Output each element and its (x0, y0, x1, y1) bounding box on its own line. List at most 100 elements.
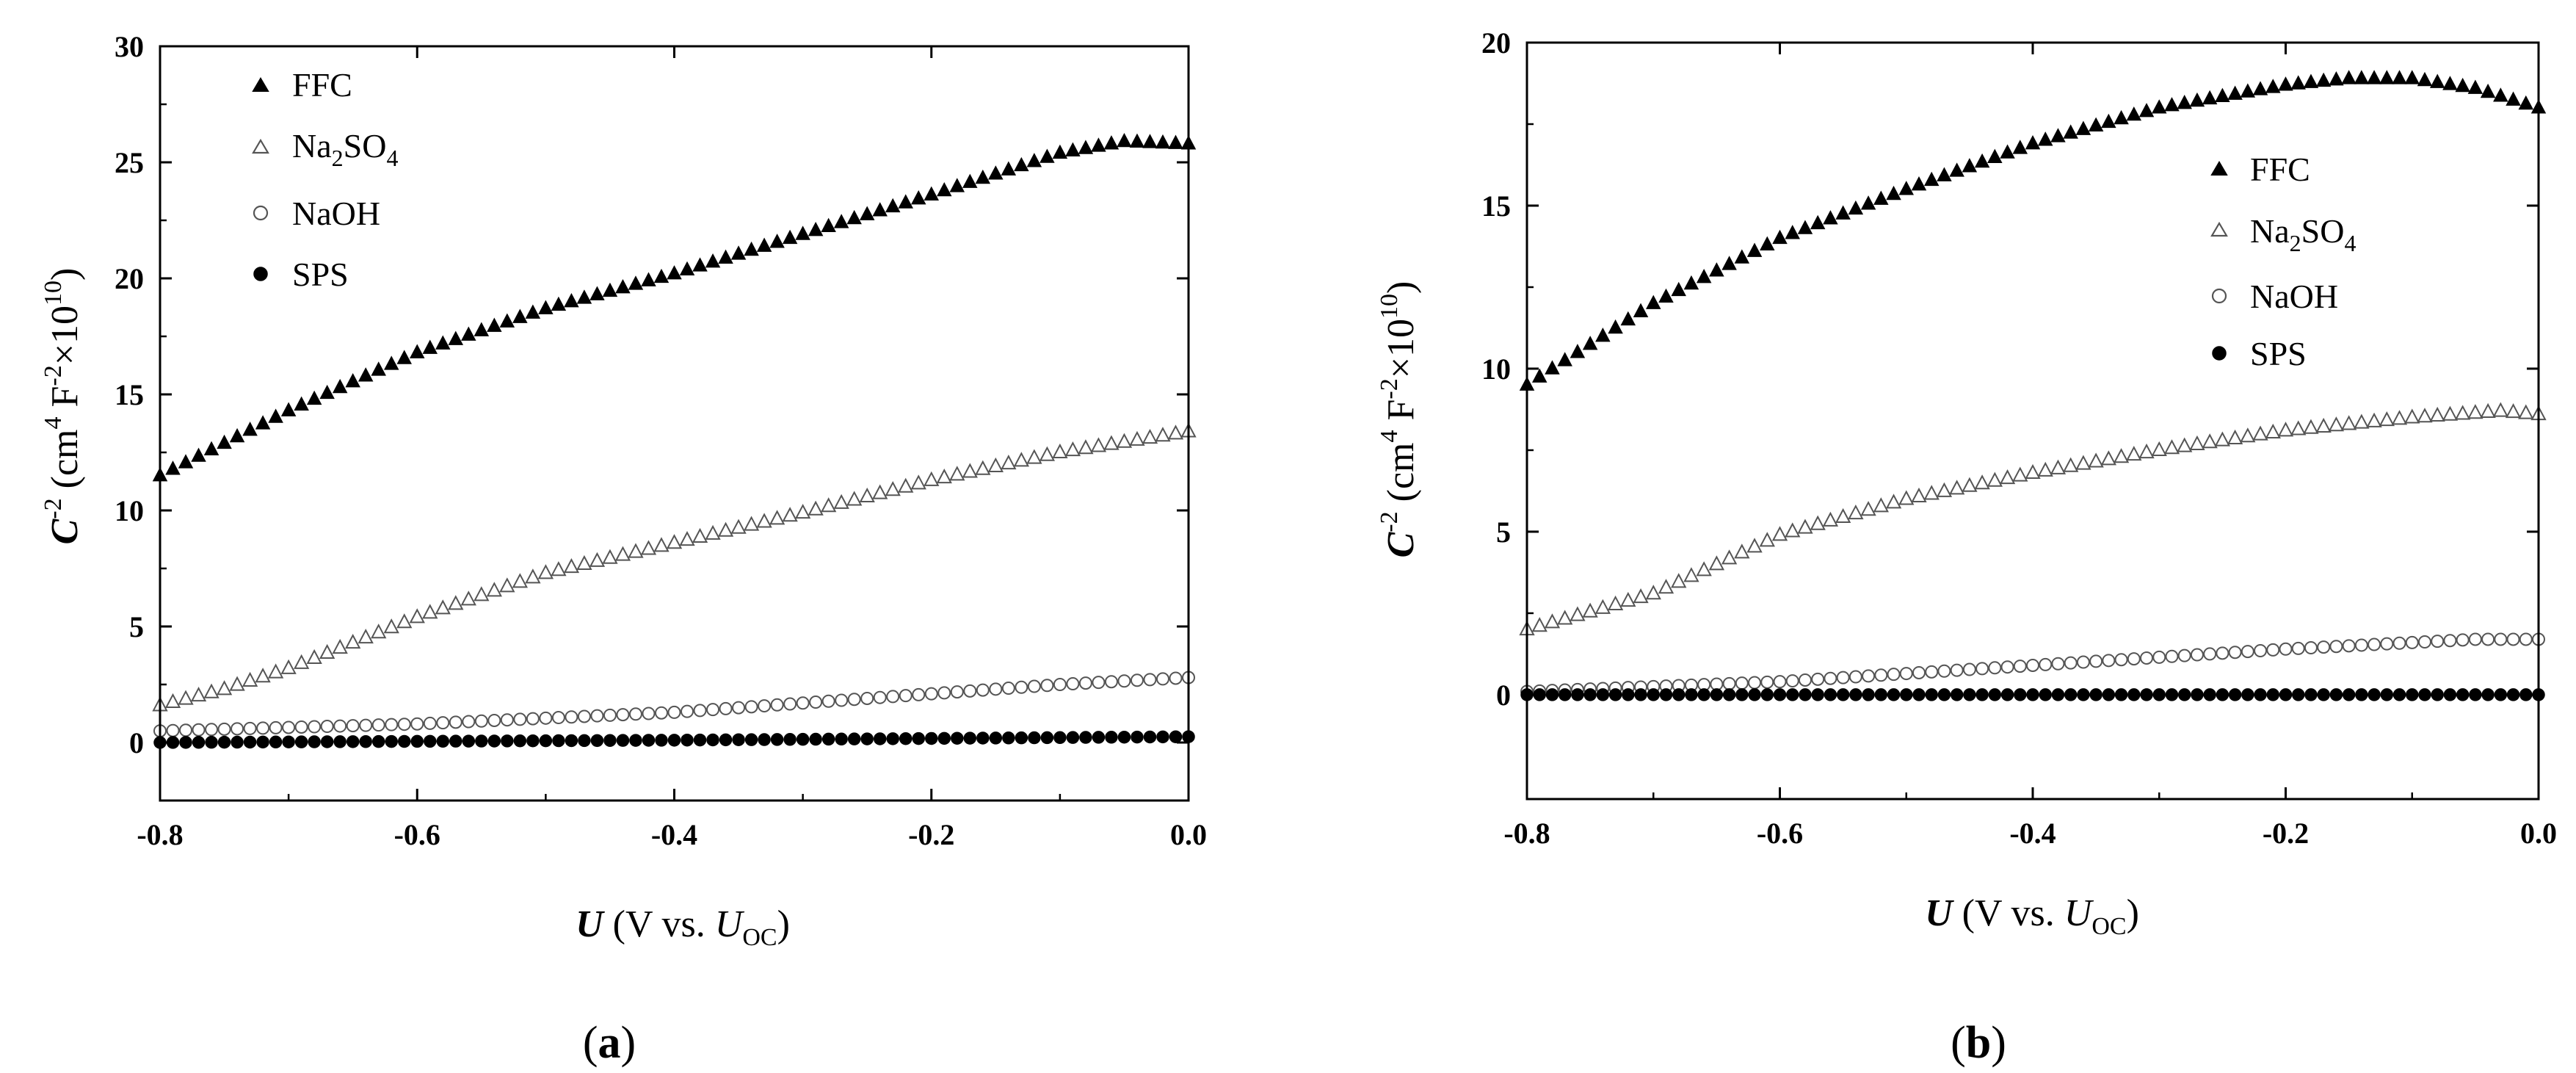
data-point-sps (989, 731, 1003, 745)
data-point-naoh (2102, 654, 2116, 668)
data-point-naoh (423, 716, 437, 730)
plot-marks-a (152, 132, 1197, 749)
data-point-sps (346, 735, 360, 748)
data-point-ffc (2315, 72, 2332, 87)
data-point-sps (821, 732, 835, 746)
y-tick-label: 0 (1496, 679, 1511, 712)
data-point-na2so4 (319, 643, 335, 660)
data-point-sps (2392, 688, 2406, 701)
data-point-na2so4 (1962, 477, 1978, 492)
data-point-naoh (2013, 660, 2027, 673)
data-point-ffc (1709, 262, 1724, 277)
legend-item-na2so4: Na2SO4 (252, 127, 398, 171)
data-point-naoh (565, 710, 578, 724)
data-point-ffc (962, 173, 978, 188)
data-point-na2so4 (1759, 532, 1775, 547)
data-point-sps (2342, 688, 2356, 701)
series-ffc (1519, 70, 2547, 391)
y-axis-title-sup: 10 (1376, 294, 1403, 319)
data-point-sps (1975, 688, 1989, 701)
legend-label-na2so4: Na2SO4 (292, 127, 398, 171)
data-point-naoh (2064, 656, 2078, 670)
data-point-sps (2140, 688, 2153, 701)
data-point-naoh (1811, 672, 1825, 686)
data-point-sps (436, 734, 450, 748)
data-point-na2so4 (679, 530, 695, 546)
legend-marker-naoh (253, 205, 269, 221)
data-point-sps (192, 736, 206, 749)
data-point-sps (397, 734, 411, 748)
data-point-naoh (577, 709, 591, 723)
data-point-naoh (2216, 646, 2229, 660)
data-point-sps (2317, 688, 2330, 701)
data-point-na2so4 (422, 604, 438, 619)
data-point-sps (410, 734, 424, 748)
legend-item-ffc: FFC (2210, 151, 2310, 188)
data-point-sps (2177, 688, 2191, 701)
data-point-na2so4 (525, 568, 541, 584)
data-point-naoh (628, 707, 642, 721)
data-point-na2so4 (2100, 450, 2117, 466)
data-point-ffc (1155, 134, 1171, 149)
data-point-sps (385, 734, 398, 748)
data-point-naoh (912, 687, 926, 701)
data-point-na2so4 (1090, 437, 1107, 452)
data-point-na2so4 (820, 497, 837, 513)
data-point-sps (1785, 688, 1799, 701)
data-point-na2so4 (987, 457, 1004, 472)
x-tick-label: 0.0 (1170, 818, 1207, 851)
legend-b: FFC Na2SO4 NaOH SPS (2210, 151, 2356, 372)
data-point-naoh (2026, 658, 2039, 672)
data-point-na2so4 (1129, 430, 1145, 446)
x-axis-title-a: U (V vs. UOC) (576, 903, 790, 951)
data-point-na2so4 (1531, 617, 1548, 632)
data-point-na2so4 (794, 504, 811, 519)
data-point-na2so4 (975, 460, 991, 475)
data-point-sps (1672, 688, 1686, 701)
data-point-na2so4 (1607, 595, 1624, 610)
series-na2so4 (152, 422, 1197, 712)
data-point-ffc (2480, 83, 2496, 98)
y-tick-label: 20 (115, 262, 144, 295)
data-point-ffc (898, 194, 913, 209)
data-point-na2so4 (1785, 522, 1801, 538)
data-point-ffc (1671, 281, 1686, 297)
data-point-na2so4 (2518, 404, 2534, 419)
data-point-na2so4 (1064, 441, 1081, 457)
data-point-naoh (2494, 632, 2508, 646)
data-point-sps (1647, 688, 1660, 701)
plot-marks-b (1519, 70, 2547, 701)
data-point-ffc (1531, 368, 1548, 383)
data-point-ffc (268, 408, 283, 423)
data-point-na2so4 (589, 552, 606, 567)
data-point-sps (1722, 688, 1736, 701)
data-point-na2so4 (628, 543, 644, 558)
data-point-na2so4 (293, 654, 310, 669)
data-point-ffc (1117, 132, 1132, 148)
data-point-ffc (2215, 87, 2230, 103)
data-point-naoh (1785, 674, 1799, 688)
data-point-na2so4 (885, 481, 901, 496)
y-axis-title-part: ) (44, 268, 86, 281)
data-point-na2so4 (1658, 579, 1675, 594)
y-axis-title-sup: 10 (40, 281, 67, 306)
data-point-ffc (2303, 73, 2319, 88)
data-point-ffc (2202, 90, 2218, 105)
data-point-na2so4 (1103, 435, 1120, 450)
data-point-na2so4 (1671, 573, 1687, 588)
axis-ticks-b: -0.8 -0.6 -0.4 -0.2 0.0 0 5 10 15 20 (1481, 26, 2557, 850)
data-point-na2so4 (448, 595, 464, 610)
data-point-sps (2406, 688, 2419, 701)
data-point-ffc (615, 279, 631, 294)
data-point-naoh (2456, 633, 2470, 647)
data-point-naoh (371, 718, 385, 732)
data-point-naoh (2089, 654, 2103, 668)
data-point-ffc (1545, 360, 1560, 375)
data-point-ffc (975, 169, 991, 184)
y-axis-title-sup: -2 (1376, 511, 1403, 532)
data-point-ffc (1949, 162, 1964, 177)
data-point-ffc (1026, 153, 1042, 167)
data-point-ffc (924, 186, 939, 200)
data-point-ffc (2354, 70, 2370, 84)
